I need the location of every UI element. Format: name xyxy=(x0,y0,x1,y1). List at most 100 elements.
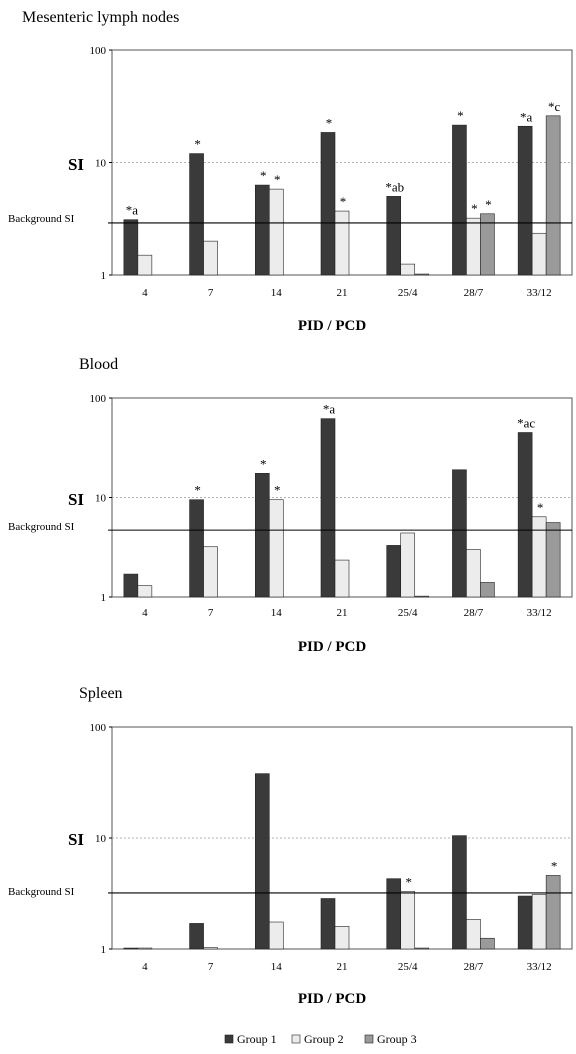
x-axis-label: PID / PCD xyxy=(298,639,366,655)
x-axis-label: PID / PCD xyxy=(298,318,366,334)
background-si-label: Background SI xyxy=(8,521,75,533)
significance-annotation: * xyxy=(551,858,558,873)
legend-swatch xyxy=(364,1034,374,1044)
bar xyxy=(480,582,495,598)
legend-swatch xyxy=(224,1034,234,1044)
bar xyxy=(334,559,350,598)
y-axis-label: SI xyxy=(68,155,84,174)
significance-annotation: *a xyxy=(126,203,139,218)
bar xyxy=(334,926,350,950)
bar xyxy=(320,418,336,598)
panel-title: Mesenteric lymph nodes xyxy=(22,9,179,26)
x-tick-label: 33/12 xyxy=(527,607,552,619)
x-tick-label: 33/12 xyxy=(527,287,552,299)
significance-annotation: * xyxy=(194,137,201,152)
significance-annotation: * xyxy=(405,874,412,889)
bar xyxy=(480,937,495,950)
bar xyxy=(320,132,336,276)
bar xyxy=(466,549,481,598)
y-tick-label: 100 xyxy=(90,722,107,734)
bar xyxy=(203,947,218,950)
x-tick-label: 21 xyxy=(337,607,348,619)
bar xyxy=(137,254,153,276)
x-tick-label: 21 xyxy=(337,961,348,973)
x-tick-label: 25/4 xyxy=(398,607,418,619)
x-tick-label: 4 xyxy=(142,607,148,619)
significance-annotation: *a xyxy=(323,402,336,417)
background-si-label: Background SI xyxy=(8,886,75,898)
bar xyxy=(320,898,336,950)
bar xyxy=(268,921,284,950)
bar xyxy=(452,469,467,598)
y-axis-label: SI xyxy=(68,830,84,849)
bar xyxy=(386,878,402,950)
bar xyxy=(268,188,284,276)
x-axis-label: PID / PCD xyxy=(298,991,366,1007)
bar xyxy=(452,835,467,950)
bar xyxy=(123,947,139,950)
bar xyxy=(531,232,547,276)
x-tick-label: 28/7 xyxy=(464,607,484,619)
bar xyxy=(466,919,481,950)
x-tick-label: 28/7 xyxy=(464,961,484,973)
significance-annotation: * xyxy=(340,194,347,209)
significance-annotation: *ac xyxy=(517,416,535,431)
bar xyxy=(386,545,402,598)
y-tick-label: 100 xyxy=(90,393,107,405)
bar xyxy=(254,184,270,276)
significance-annotation: * xyxy=(326,115,333,130)
x-tick-label: 14 xyxy=(271,607,283,619)
significance-annotation: * xyxy=(485,197,492,212)
background-si-label: Background SI xyxy=(8,213,75,225)
bar xyxy=(400,891,416,950)
x-tick-label: 7 xyxy=(208,607,214,619)
x-tick-label: 28/7 xyxy=(464,287,484,299)
x-tick-label: 25/4 xyxy=(398,287,418,299)
x-tick-label: 4 xyxy=(142,961,148,973)
y-tick-label: 1 xyxy=(101,944,107,956)
x-tick-label: 14 xyxy=(271,287,283,299)
panel-title: Spleen xyxy=(79,685,123,702)
bar xyxy=(414,273,430,276)
legend-label: Group 3 xyxy=(377,1032,417,1046)
x-tick-label: 33/12 xyxy=(527,961,552,973)
legend-swatch xyxy=(291,1034,301,1044)
bar xyxy=(545,115,561,276)
bar xyxy=(545,875,561,950)
bar xyxy=(414,595,430,598)
x-tick-label: 7 xyxy=(208,961,214,973)
y-tick-label: 10 xyxy=(95,833,107,845)
bar xyxy=(400,263,416,276)
significance-annotation: * xyxy=(457,108,464,123)
significance-annotation: *ab xyxy=(385,179,404,194)
bar xyxy=(189,499,204,598)
bar xyxy=(531,516,547,598)
y-tick-label: 10 xyxy=(95,158,107,170)
bar xyxy=(137,585,153,598)
bar xyxy=(480,213,495,276)
bar xyxy=(254,473,270,598)
bar xyxy=(517,895,533,950)
panel-title: Blood xyxy=(79,356,118,373)
legend-label: Group 1 xyxy=(237,1032,277,1046)
significance-annotation: * xyxy=(537,500,544,515)
significance-annotation: *a xyxy=(520,109,533,124)
x-tick-label: 14 xyxy=(271,961,283,973)
bar xyxy=(254,773,270,950)
bar xyxy=(203,546,218,598)
significance-annotation: * xyxy=(260,168,267,183)
significance-annotation: * xyxy=(194,483,201,498)
y-tick-label: 1 xyxy=(101,270,107,282)
bar xyxy=(268,499,284,598)
bar xyxy=(545,522,561,598)
bar xyxy=(203,240,218,276)
bar xyxy=(466,217,481,276)
bar xyxy=(123,573,139,598)
bar xyxy=(137,947,153,950)
y-tick-label: 1 xyxy=(101,592,107,604)
significance-annotation: * xyxy=(471,201,478,216)
significance-annotation: * xyxy=(274,483,281,498)
bar xyxy=(334,210,350,276)
bar xyxy=(386,196,402,276)
x-tick-label: 4 xyxy=(142,287,148,299)
